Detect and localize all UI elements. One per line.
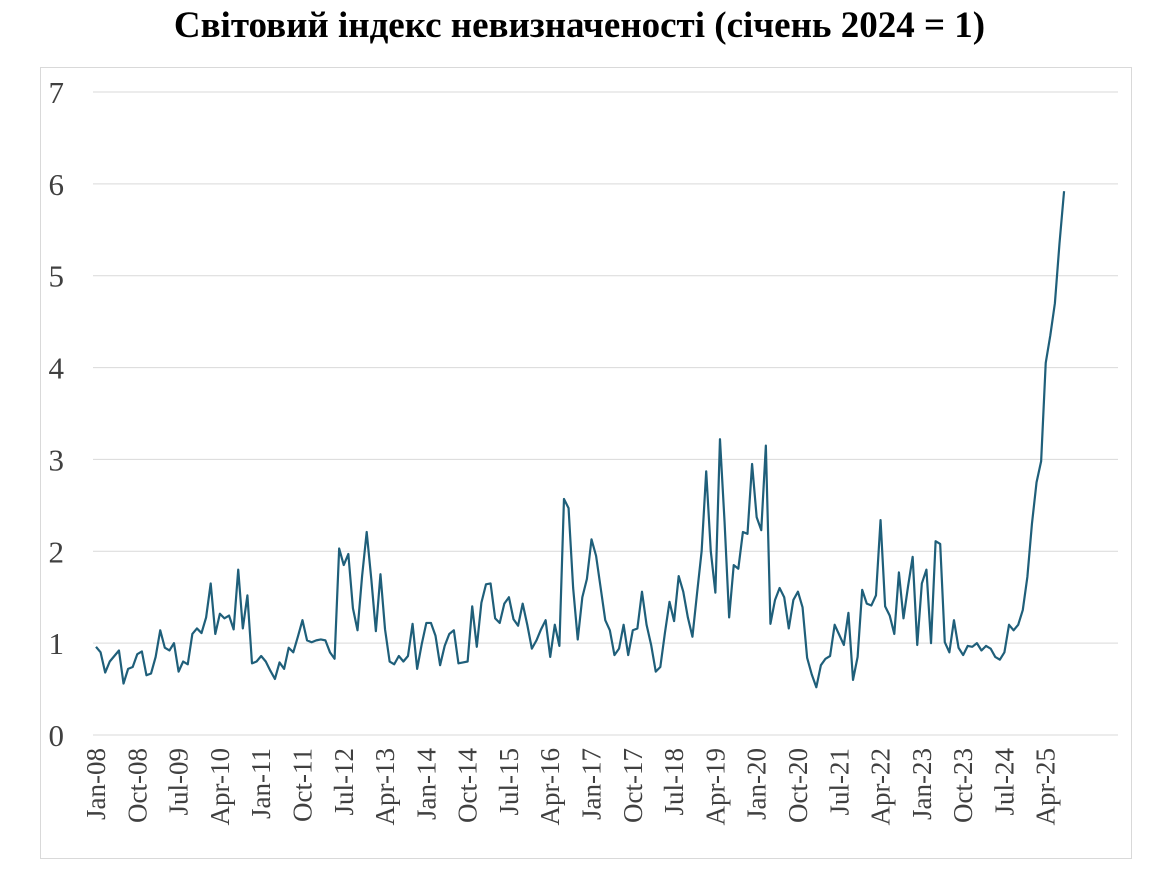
x-tick-label: Oct-20 — [783, 748, 813, 823]
x-tick-label: Jul-24 — [989, 748, 1019, 816]
x-tick-label: Jul-12 — [329, 748, 359, 816]
x-tick-label: Jul-18 — [659, 748, 689, 816]
x-tick-label: Oct-14 — [453, 748, 483, 823]
x-tick-label: Oct-11 — [287, 748, 317, 822]
gridlines — [93, 91, 1118, 736]
x-tick-label: Oct-17 — [618, 748, 648, 823]
x-tick-label: Jan-14 — [411, 748, 441, 820]
y-tick-label: 4 — [49, 351, 65, 386]
x-tick-label: Jan-23 — [907, 748, 937, 820]
y-tick-label: 3 — [49, 442, 65, 477]
x-tick-label: Oct-08 — [122, 748, 152, 823]
y-tick-label: 7 — [49, 75, 65, 110]
y-axis-ticks: 0 1 2 3 4 5 6 7 — [49, 75, 65, 753]
y-tick-label: 2 — [49, 534, 65, 569]
series-line — [95, 191, 1066, 689]
x-tick-label: Apr-13 — [370, 748, 400, 825]
chart-area — [40, 67, 1132, 859]
chart-title: Світовий індекс невизначеності (січень 2… — [173, 5, 986, 46]
x-tick-label: Oct-23 — [948, 748, 978, 823]
x-tick-label: Jan-08 — [81, 748, 111, 820]
x-tick-label: Apr-16 — [535, 748, 565, 825]
x-tick-label: Jul-09 — [164, 748, 194, 816]
x-tick-label: Apr-19 — [700, 748, 730, 825]
x-tick-label: Jan-17 — [577, 748, 607, 820]
x-tick-label: Jan-20 — [742, 748, 772, 820]
x-tick-label: Apr-25 — [1031, 748, 1061, 825]
y-tick-label: 6 — [49, 167, 65, 202]
x-tick-label: Jan-11 — [246, 748, 276, 819]
y-tick-label: 0 — [49, 718, 65, 753]
y-tick-label: 5 — [49, 259, 65, 294]
x-tick-label: Jul-15 — [494, 748, 524, 816]
x-axis-ticks: Jan-08 Oct-08 Jul-09 Apr-10 Jan-11 Oct-11 Jul-… — [81, 748, 1061, 826]
y-tick-label: 1 — [49, 626, 65, 661]
x-tick-label: Jul-21 — [824, 748, 854, 816]
x-tick-label: Apr-22 — [866, 748, 896, 825]
x-tick-label: Apr-10 — [205, 748, 235, 825]
